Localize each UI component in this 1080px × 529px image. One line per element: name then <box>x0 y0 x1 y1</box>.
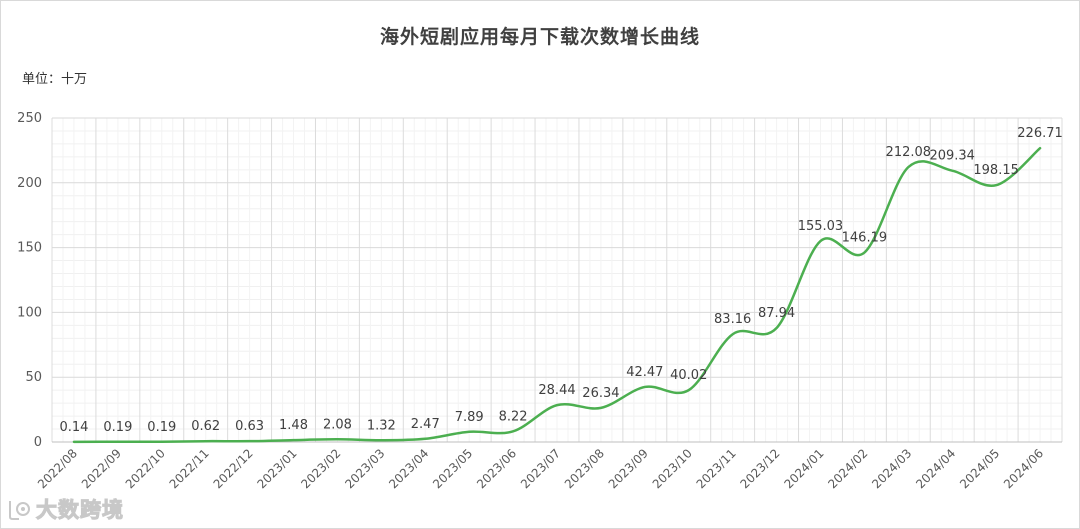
data-label: 83.16 <box>714 312 751 327</box>
x-tick-label: 2022/12 <box>211 446 256 491</box>
major-gridlines <box>51 117 1063 442</box>
data-point <box>424 438 426 440</box>
x-tick-label: 2023/10 <box>650 446 695 491</box>
x-axis-ticks: 2022/082022/092022/102022/112022/122023/… <box>35 446 1046 491</box>
data-label: 7.89 <box>455 410 484 425</box>
data-point <box>248 440 250 442</box>
x-tick-label: 2023/01 <box>254 446 299 491</box>
x-tick-label: 2023/03 <box>342 446 387 491</box>
data-label: 40.02 <box>670 368 707 383</box>
x-tick-label: 2023/08 <box>562 446 607 491</box>
data-label: 2.47 <box>411 417 440 432</box>
watermark-text: 大数跨境 <box>36 498 124 523</box>
data-point <box>1039 147 1041 149</box>
data-point <box>468 431 470 433</box>
data-label: 0.63 <box>235 419 264 434</box>
x-tick-label: 2022/11 <box>167 446 212 491</box>
y-tick-label: 150 <box>17 241 42 256</box>
x-tick-label: 2024/02 <box>825 446 870 491</box>
x-tick-label: 2023/11 <box>694 446 739 491</box>
series-line <box>72 146 1042 444</box>
data-label: 42.47 <box>626 365 663 380</box>
data-point <box>863 251 865 253</box>
unit-label: 单位：十万 <box>22 72 88 87</box>
data-label: 26.34 <box>582 386 619 401</box>
data-label: 0.19 <box>103 420 132 435</box>
data-label: 2.08 <box>323 417 352 432</box>
x-tick-label: 2024/04 <box>913 446 958 491</box>
x-tick-label: 2023/12 <box>738 446 783 491</box>
x-tick-label: 2023/04 <box>386 446 431 491</box>
data-labels: 0.14 0.19 0.19 0.62 0.63 1.48 2.08 1.32 2.47 7.89… <box>59 126 1062 435</box>
data-point <box>819 240 821 242</box>
x-tick-label: 2024/05 <box>957 446 1002 491</box>
data-label: 198.15 <box>973 163 1019 178</box>
data-point <box>951 169 953 171</box>
y-tick-label: 0 <box>34 435 42 450</box>
data-point <box>644 386 646 388</box>
data-label: 0.62 <box>191 419 220 434</box>
data-label: 0.14 <box>59 420 88 435</box>
data-point <box>73 441 75 443</box>
x-tick-label: 2022/10 <box>123 446 168 491</box>
y-tick-label: 250 <box>17 111 42 126</box>
y-tick-label: 50 <box>25 370 42 385</box>
data-point <box>995 184 997 186</box>
y-tick-label: 200 <box>17 176 42 191</box>
data-label: 146.19 <box>842 231 888 246</box>
data-point <box>775 327 777 329</box>
x-tick-label: 2022/08 <box>35 446 80 491</box>
data-label: 155.03 <box>798 219 844 234</box>
data-point <box>292 439 294 441</box>
data-point <box>600 407 602 409</box>
data-label: 87.94 <box>758 306 795 321</box>
x-tick-label: 2023/07 <box>518 446 563 491</box>
data-label: 212.08 <box>886 145 932 160</box>
data-label: 1.32 <box>367 418 396 433</box>
data-point <box>336 438 338 440</box>
data-label: 8.22 <box>499 409 528 424</box>
data-label: 209.34 <box>929 149 975 164</box>
x-tick-label: 2023/02 <box>298 446 343 491</box>
x-tick-label: 2022/09 <box>79 446 124 491</box>
data-point <box>117 441 119 443</box>
data-point <box>731 333 733 335</box>
data-point <box>556 404 558 406</box>
watermark: 大数跨境 <box>4 494 124 524</box>
data-point <box>204 440 206 442</box>
data-label: 0.19 <box>147 420 176 435</box>
data-point <box>907 166 909 168</box>
x-tick-label: 2024/03 <box>869 446 914 491</box>
x-tick-label: 2024/06 <box>1001 446 1046 491</box>
data-point <box>380 439 382 441</box>
minor-gridlines <box>52 118 1062 442</box>
data-label: 28.44 <box>538 383 575 398</box>
data-point <box>688 389 690 391</box>
x-tick-label: 2023/05 <box>430 446 475 491</box>
x-tick-label: 2023/09 <box>606 446 651 491</box>
watermark-logo-icon <box>9 501 30 520</box>
x-tick-label: 2024/01 <box>781 446 826 491</box>
x-tick-label: 2023/06 <box>474 446 519 491</box>
data-point <box>512 430 514 432</box>
data-point <box>161 441 163 443</box>
y-axis-ticks: 0 50 100 150 200 250 <box>17 111 42 450</box>
data-label: 226.71 <box>1017 126 1063 141</box>
y-tick-label: 100 <box>17 305 42 320</box>
data-label: 1.48 <box>279 418 308 433</box>
chart-title: 海外短剧应用每月下载次数增长曲线 <box>379 26 700 48</box>
